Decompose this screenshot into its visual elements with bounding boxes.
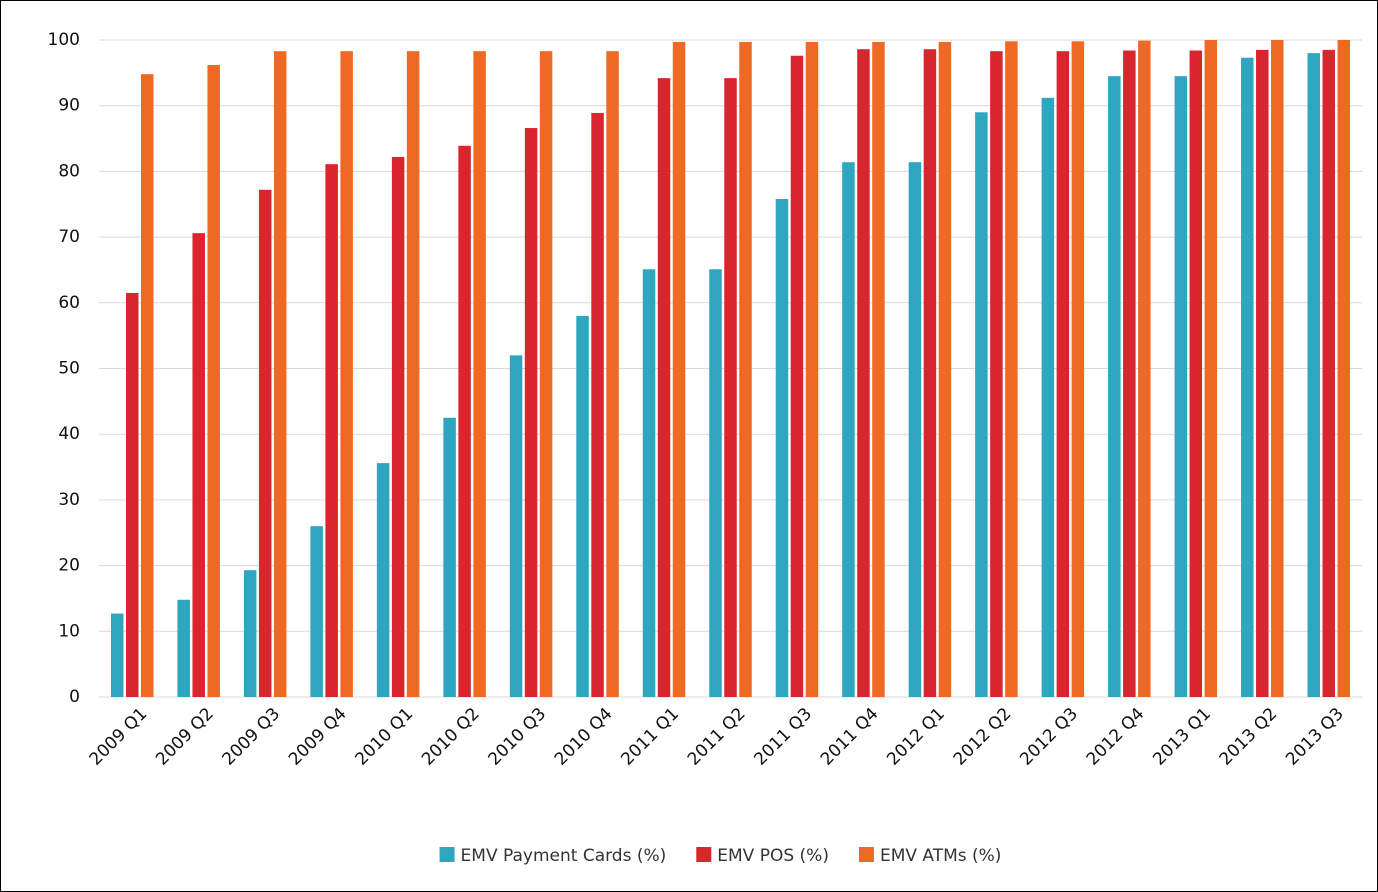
bar [1241, 57, 1254, 697]
bar [938, 41, 952, 697]
bar [110, 613, 124, 697]
bar [576, 315, 589, 697]
bar [672, 41, 686, 697]
bar [1307, 53, 1321, 697]
bar [990, 51, 1003, 697]
bar [606, 51, 619, 697]
y-tick-label: 100 [48, 30, 80, 50]
y-tick-label: 60 [58, 293, 80, 313]
bar [1071, 41, 1085, 697]
y-tick-label: 30 [58, 490, 80, 510]
bar [842, 162, 855, 697]
bar [1204, 40, 1218, 697]
bar [872, 41, 885, 697]
bar [790, 55, 804, 697]
bar [642, 269, 656, 697]
bar [310, 526, 323, 697]
bar [1322, 49, 1336, 698]
bar [1138, 40, 1151, 698]
bar [1005, 41, 1018, 697]
bar [709, 269, 722, 697]
bar [724, 78, 737, 697]
bar [591, 112, 604, 697]
legend-swatch [858, 847, 874, 862]
y-tick-label: 80 [58, 161, 80, 181]
bar [406, 51, 420, 697]
bar [273, 51, 287, 697]
bar [1056, 51, 1070, 697]
bar [340, 51, 353, 697]
bar [1123, 50, 1136, 697]
bar [473, 51, 486, 697]
bar [1041, 97, 1055, 698]
bar [739, 41, 752, 697]
bar [923, 49, 937, 697]
bar [1108, 76, 1121, 697]
bar [391, 156, 405, 698]
bar [458, 145, 471, 698]
y-tick-label: 20 [58, 556, 80, 576]
legend-label: EMV Payment Cards (%) [461, 846, 667, 866]
legend-label: EMV POS (%) [717, 846, 829, 866]
y-tick-label: 10 [58, 621, 80, 641]
y-tick-label: 50 [58, 359, 80, 379]
y-tick-label: 90 [58, 96, 80, 116]
bar [1174, 76, 1188, 697]
bar [1256, 49, 1269, 698]
bar [325, 164, 338, 698]
bar [376, 463, 390, 697]
y-tick-label: 0 [69, 687, 80, 707]
bar [805, 41, 819, 697]
bar [775, 198, 789, 697]
bar [125, 292, 139, 697]
y-tick-label: 70 [58, 227, 80, 247]
bar [192, 233, 205, 697]
bar [177, 599, 190, 697]
bar [524, 128, 538, 698]
legend: EMV Payment Cards (%) EMV POS (%) EMV ATMs… [439, 846, 1001, 866]
bar [908, 162, 922, 697]
y-tick-label: 40 [58, 424, 80, 444]
legend-swatch [439, 847, 455, 862]
bar [1189, 50, 1203, 697]
bar [443, 417, 456, 697]
bar [1271, 40, 1284, 697]
legend-label: EMV ATMs (%) [880, 846, 1001, 866]
bar [1337, 40, 1351, 697]
bar [243, 570, 257, 697]
bar [975, 112, 988, 697]
legend-swatch [696, 847, 712, 862]
bar [509, 355, 523, 697]
bar [857, 49, 870, 697]
bar [539, 51, 553, 697]
bar [207, 64, 220, 697]
bar [140, 74, 154, 697]
bar [258, 189, 272, 697]
bar [657, 78, 671, 697]
